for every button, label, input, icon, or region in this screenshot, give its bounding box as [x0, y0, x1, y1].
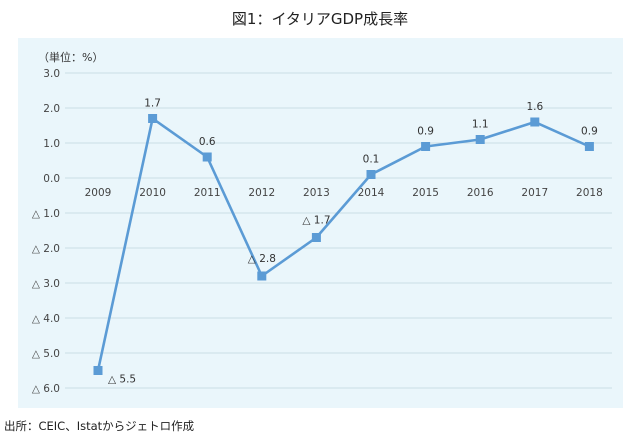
x-tick-label: 2010 [139, 187, 166, 199]
data-point-marker [257, 271, 267, 281]
unit-label: （単位：%） [38, 50, 103, 64]
data-point-marker [148, 114, 158, 123]
source-note: 出所：CEIC、Istatからジェトロ作成 [4, 419, 195, 433]
x-tick-label: 2012 [248, 187, 275, 199]
data-label: △ 5.5 [108, 374, 136, 386]
y-tick-label: 0.0 [43, 173, 60, 185]
y-tick-label: 2.0 [43, 103, 60, 115]
data-label: 0.9 [417, 126, 434, 138]
y-tick-label: △ 3.0 [32, 278, 60, 290]
series-line [96, 117, 590, 371]
data-label: 0.9 [581, 126, 598, 138]
x-tick-label: 2016 [467, 187, 494, 199]
data-label: △ 1.7 [302, 215, 330, 227]
data-point-marker [366, 170, 376, 179]
x-tick-label: 2018 [576, 187, 603, 199]
plot-panel [18, 38, 623, 408]
data-point-marker [311, 233, 321, 242]
x-tick-label: 2015 [412, 187, 439, 199]
x-tick-label: 2017 [521, 187, 548, 199]
data-point-marker [202, 152, 212, 162]
x-tick-label: 2014 [358, 187, 385, 199]
data-point-marker [584, 142, 594, 151]
data-label: 0.1 [363, 154, 380, 166]
x-tick-label: 2011 [194, 187, 221, 199]
data-point-marker [475, 135, 485, 144]
data-point-marker [530, 117, 540, 127]
data-label: 1.7 [144, 98, 161, 110]
chart-title: 図1：イタリアGDP成長率 [231, 10, 409, 28]
data-label: 1.6 [526, 101, 543, 113]
data-point-marker [93, 366, 103, 375]
data-label: 1.1 [472, 119, 489, 131]
data-label: △ 2.8 [248, 253, 276, 265]
y-tick-label: 1.0 [43, 138, 60, 150]
y-tick-label: △ 2.0 [32, 243, 60, 255]
y-tick-label: △ 6.0 [32, 383, 60, 395]
data-point-marker [421, 142, 431, 151]
y-tick-label: △ 1.0 [32, 208, 60, 220]
y-tick-label: △ 4.0 [32, 313, 60, 325]
x-tick-label: 2009 [85, 187, 112, 199]
y-tick-label: 3.0 [43, 68, 60, 80]
y-tick-label: △ 5.0 [32, 348, 60, 360]
data-label: 0.6 [199, 136, 216, 148]
x-tick-label: 2013 [303, 187, 330, 199]
